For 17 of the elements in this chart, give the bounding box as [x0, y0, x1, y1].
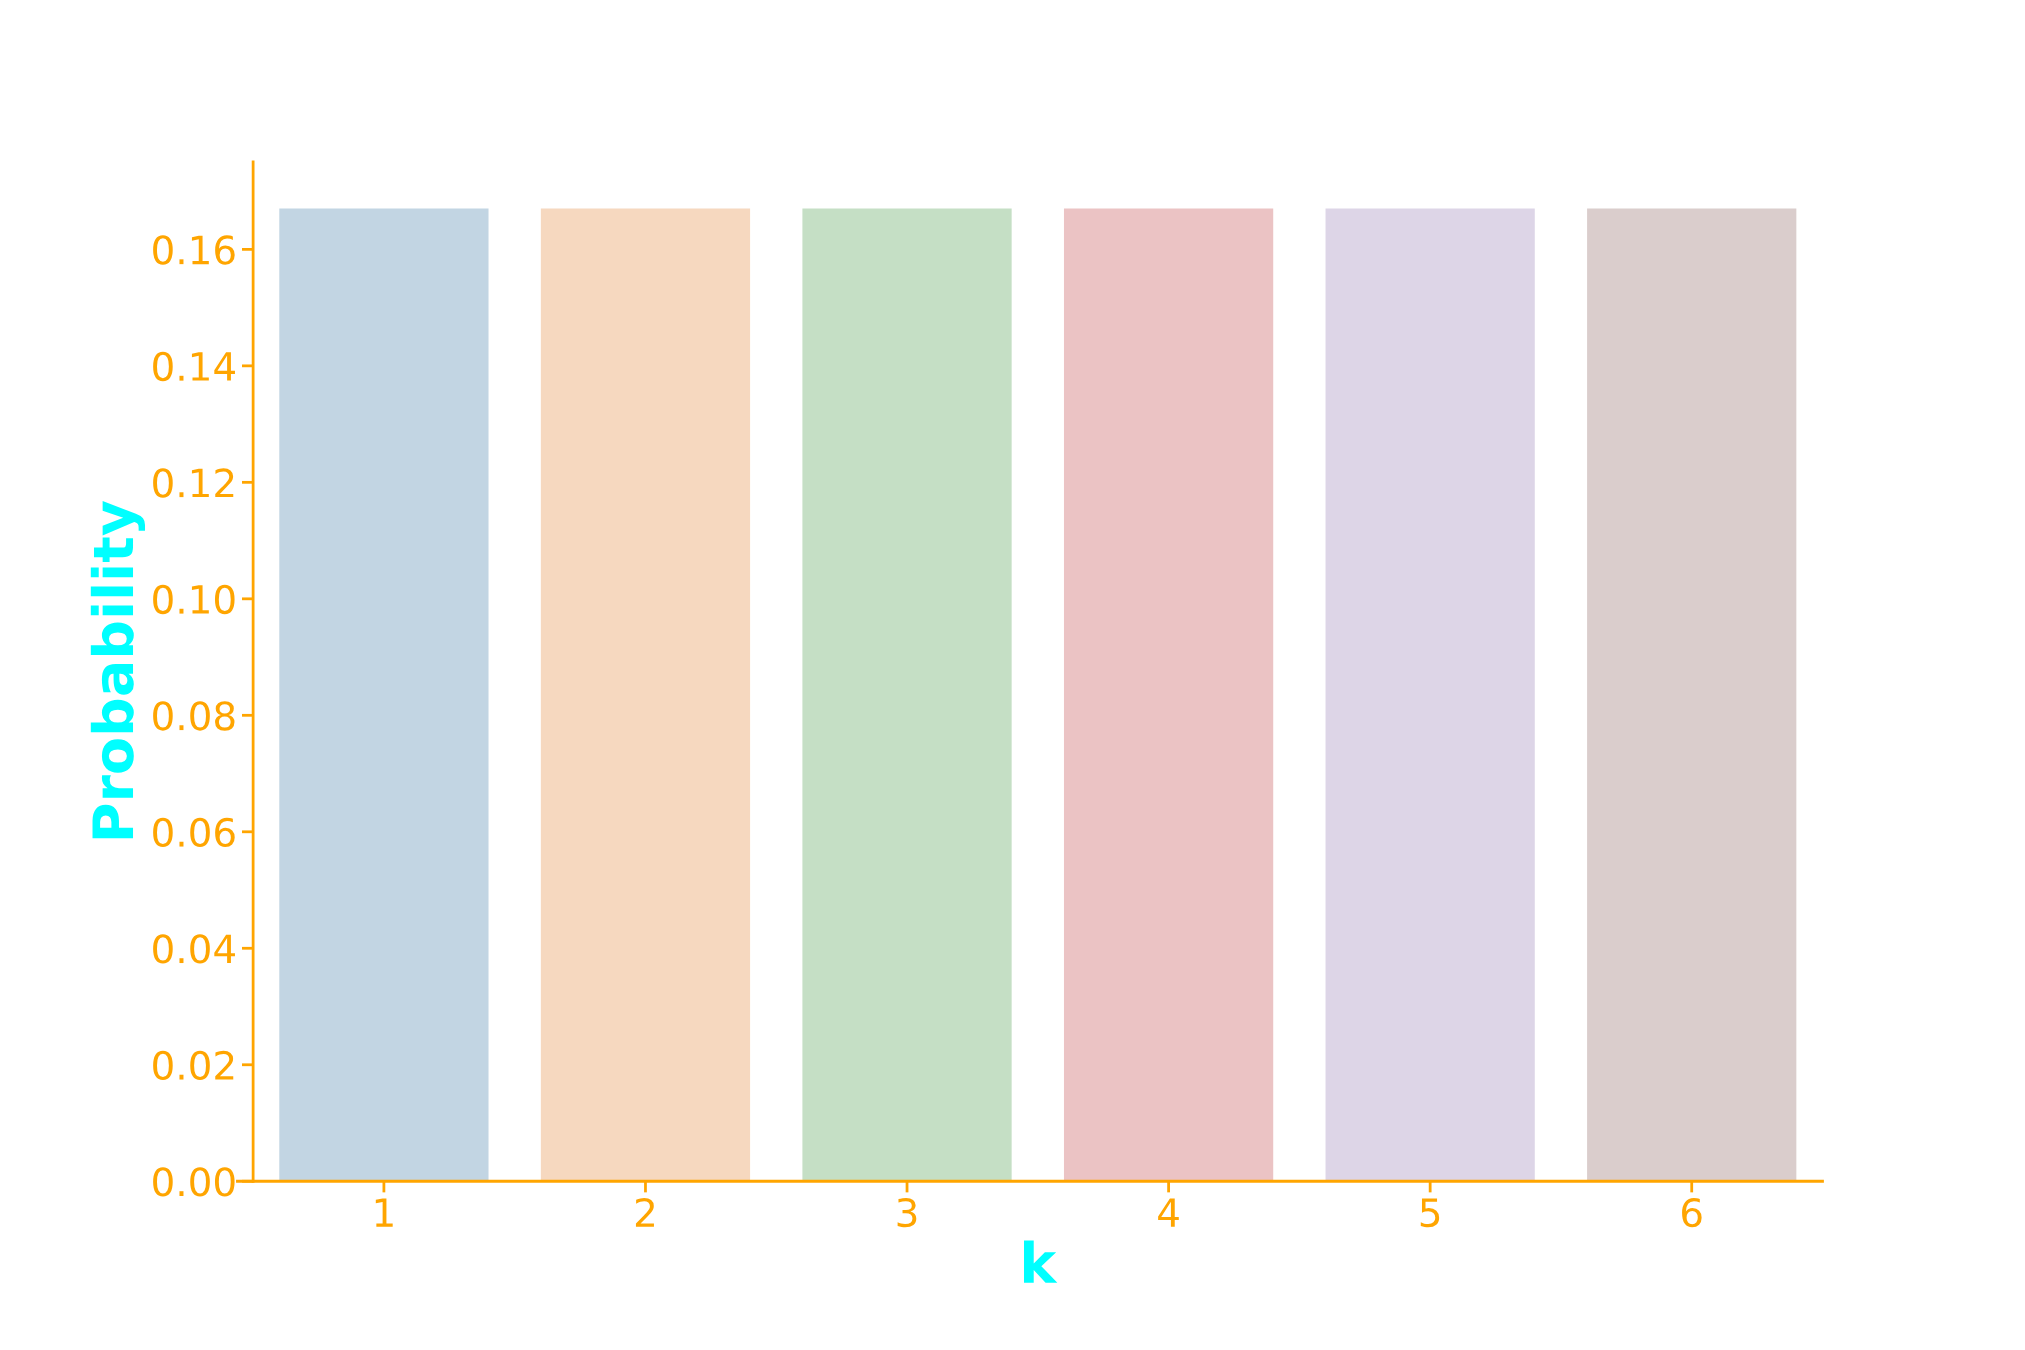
- y-tick-label: 0.10: [153, 584, 235, 615]
- y-tick-label: 0.08: [153, 701, 235, 731]
- x-tick-label: 1: [375, 1198, 393, 1227]
- y-tick-label: 0.04: [153, 934, 235, 964]
- y-tick-label: 0.16: [153, 235, 235, 265]
- y-tick-label: 0.14: [153, 351, 235, 382]
- x-tick-label: 4: [1158, 1198, 1179, 1227]
- x-tick-label: 2: [635, 1197, 654, 1227]
- y-tick-label: 0.12: [153, 468, 234, 498]
- x-tick-label: 5: [1420, 1198, 1440, 1228]
- x-tick-label: 3: [897, 1197, 917, 1228]
- y-tick-label: 0.00: [153, 1167, 235, 1197]
- x-tick-label: 6: [1682, 1197, 1702, 1228]
- y-axis-title: Probability: [90, 501, 146, 839]
- x-axis-title: k: [1024, 1240, 1058, 1283]
- y-tick-label: 0.06: [153, 817, 235, 848]
- y-tick-label: 0.02: [153, 1050, 234, 1081]
